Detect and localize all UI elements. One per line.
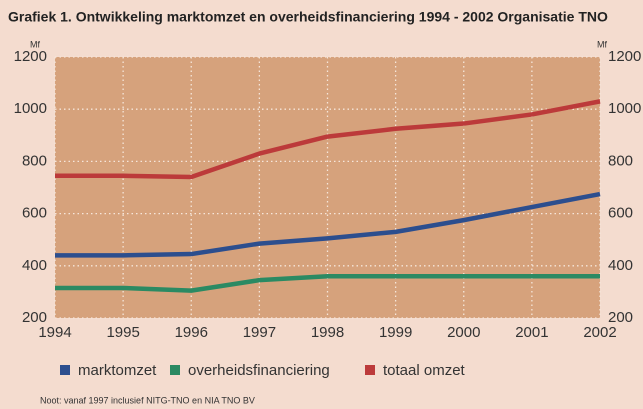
legend-marker [170, 365, 180, 375]
y2-unit: Mf [597, 39, 607, 49]
legend-label: overheidsfinanciering [188, 362, 330, 379]
x-tick-label: 2002 [583, 324, 616, 341]
y2-tick-label: 1200 [608, 48, 641, 65]
chart-title: Grafiek 1. Ontwikkeling marktomzet en ov… [8, 9, 608, 25]
y-tick-label: 200 [22, 309, 47, 326]
x-tick-label: 1999 [379, 324, 412, 341]
line [55, 191, 601, 258]
x-tick-label: 1994 [38, 324, 71, 341]
y-tick-label: 600 [22, 205, 47, 222]
y2-tick-label: 800 [608, 152, 633, 169]
legend-label: totaal omzet [383, 362, 466, 379]
y-tick-label: 400 [22, 257, 47, 274]
y-tick-label: 1200 [14, 48, 47, 65]
x-tick-label: 1998 [311, 324, 344, 341]
x-tick-label: 1996 [175, 324, 208, 341]
y2-tick-label: 400 [608, 257, 633, 274]
line [55, 273, 600, 293]
x-tick-label: 2000 [447, 324, 480, 341]
line [55, 99, 601, 180]
legend-marker [60, 365, 70, 375]
legend-label: marktomzet [78, 362, 157, 379]
x-tick-label: 2001 [515, 324, 548, 341]
note: Noot: vanaf 1997 inclusief NITG-TNO en N… [40, 395, 255, 405]
y2-tick-label: 600 [608, 205, 633, 222]
y2-tick-label: 200 [608, 309, 633, 326]
x-tick-label: 1995 [106, 324, 139, 341]
x-tick-label: 1997 [243, 324, 276, 341]
y-unit: Mf [30, 39, 40, 49]
y-tick-label: 1000 [14, 100, 47, 117]
legend-marker [365, 365, 375, 375]
y-tick-label: 800 [22, 152, 47, 169]
y2-tick-label: 1000 [608, 100, 641, 117]
